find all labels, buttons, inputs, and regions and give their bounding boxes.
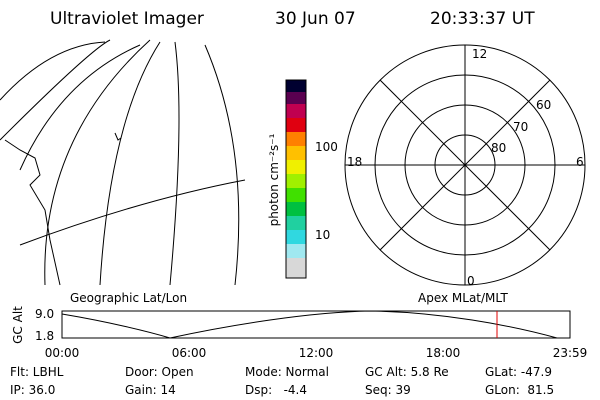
info-field: Dsp: -4.4 xyxy=(245,383,307,397)
time-label: 18:00 xyxy=(426,346,461,360)
alt-curve xyxy=(61,310,558,339)
info-field: GLat: -47.9 xyxy=(485,365,552,379)
alt-axis-label: GC Alt xyxy=(11,306,25,344)
geo-map xyxy=(0,39,246,286)
alt-tick: 1.8 xyxy=(35,329,54,343)
info-field: Gain: 14 xyxy=(125,383,176,397)
colorbar-tick: 10 xyxy=(315,228,330,242)
info-field: Door: Open xyxy=(125,365,194,379)
alt-frame xyxy=(61,310,571,339)
mlt-label: 6 xyxy=(576,155,584,169)
title: Ultraviolet Imager xyxy=(50,9,204,29)
info-field: GC Alt: 5.8 Re xyxy=(365,365,449,379)
time-label: 23:59 xyxy=(553,346,588,360)
colorbar-label: photon cm⁻²s⁻¹ xyxy=(267,133,281,226)
polar-grid xyxy=(344,44,586,286)
mlt-label: 12 xyxy=(472,47,487,61)
time: 20:33:37 UT xyxy=(430,9,535,29)
info-field: Flt: LBHL xyxy=(10,365,64,379)
time-label: 00:00 xyxy=(45,346,80,360)
mlt-label: 18 xyxy=(347,155,362,169)
colorbar xyxy=(285,79,307,279)
date: 30 Jun 07 xyxy=(275,9,356,29)
lat-label: 70 xyxy=(513,120,528,134)
lat-label: 80 xyxy=(491,141,506,155)
time-label: 12:00 xyxy=(299,346,334,360)
info-field: Seq: 39 xyxy=(365,383,411,397)
info-field: GLon: 81.5 xyxy=(485,383,554,397)
alt-tick: 9.0 xyxy=(35,307,54,321)
colorbar-tick: 100 xyxy=(315,140,338,154)
mlt-label: 0 xyxy=(467,274,475,288)
info-field: Mode: Normal xyxy=(245,365,329,379)
lat-label: 60 xyxy=(536,98,551,112)
panel-label: Apex MLat/MLT xyxy=(418,291,508,305)
panel-label: Geographic Lat/Lon xyxy=(70,291,187,305)
time-label: 06:00 xyxy=(172,346,207,360)
info-field: IP: 36.0 xyxy=(10,383,55,397)
